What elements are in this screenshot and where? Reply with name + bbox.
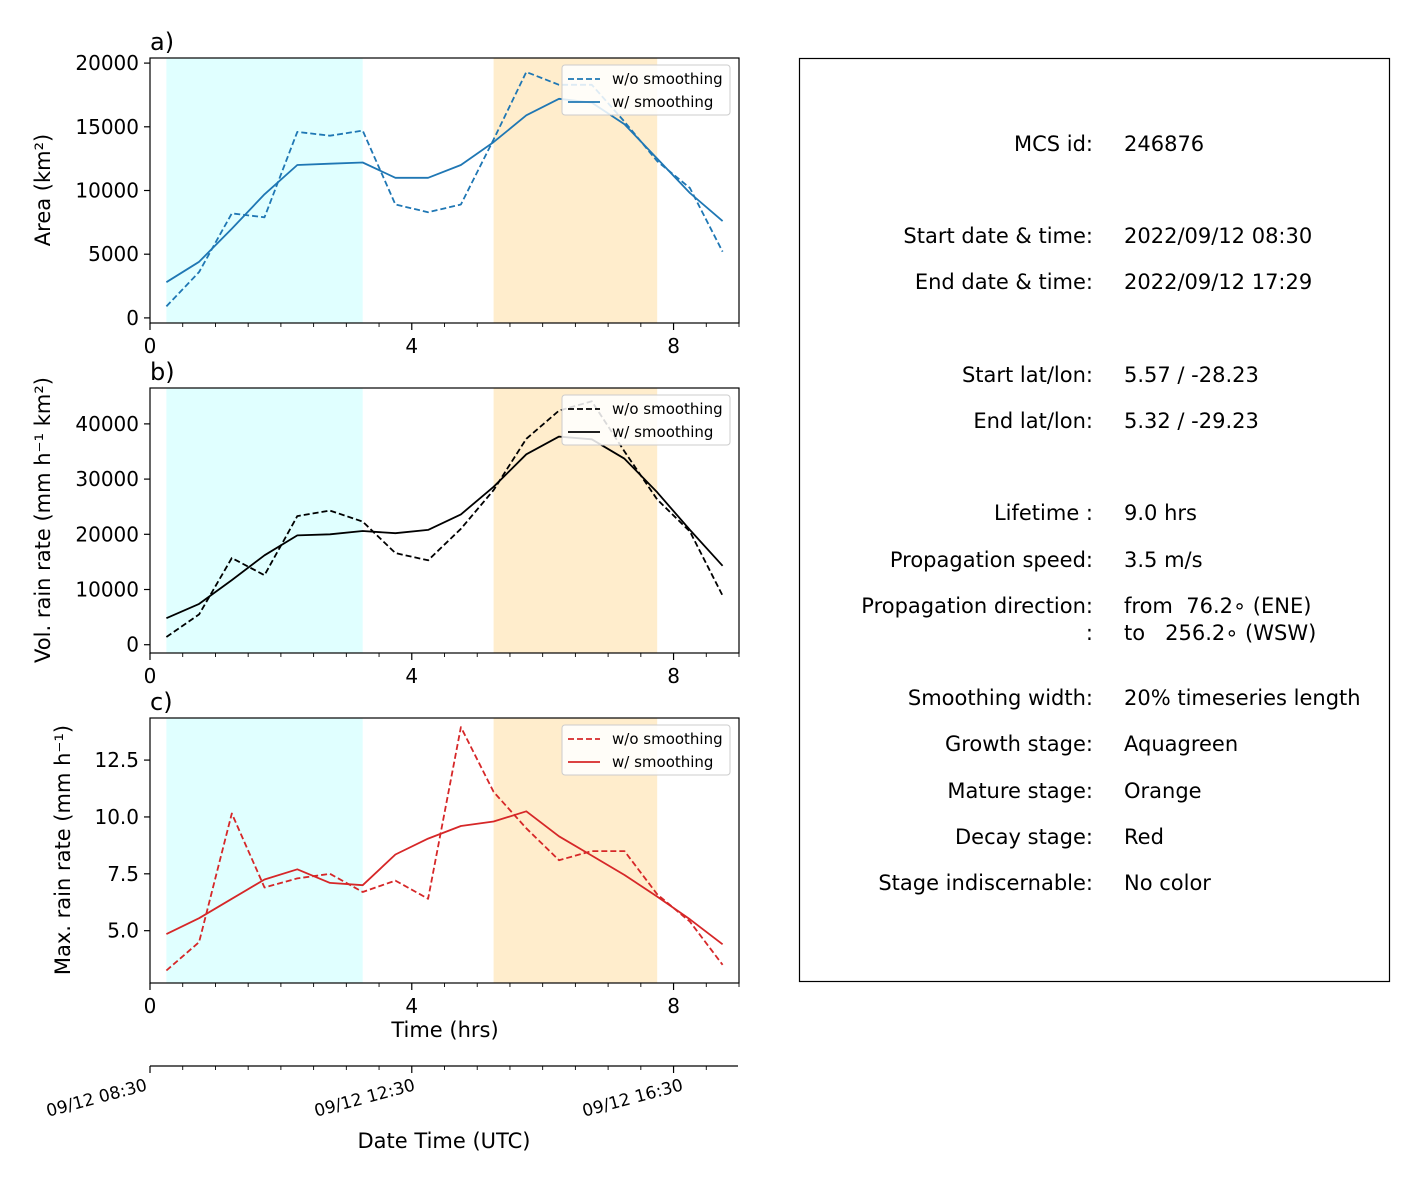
info-value-end-latlon: 5.32 / -29.23 (1124, 409, 1259, 433)
maxrain-line-unsmoothed (165, 726, 724, 972)
info-key-start-latlon: Start lat/lon: (962, 363, 1093, 387)
info-key-lifetime: Lifetime : (994, 501, 1093, 525)
volume-line-unsmoothed (165, 400, 724, 638)
area-ytick-label: 5000 (88, 242, 139, 266)
area-growth-stage-shade (166, 58, 363, 323)
info-key-growth: Growth stage: (945, 732, 1093, 756)
maxrain-legend-box (561, 724, 731, 776)
area-legend-label: w/ smoothing (612, 93, 713, 111)
panel-b-title: b) (150, 358, 175, 386)
maxrain-y-axis-label: Max. rain rate (mm h⁻¹) (51, 725, 75, 975)
info-value-indiscernable: No color (1124, 871, 1211, 895)
volume-ytick-label: 40000 (75, 412, 139, 436)
volume-ytick-label: 0 (126, 633, 139, 657)
maxrain-ytick-label: 7.5 (107, 862, 139, 886)
max-rain-panel: 5.0 7.5 10.0 12.5 0 4 8 Max. rain rate (mm h⁻¹)… (51, 717, 740, 1018)
panel-c-title: c) (150, 688, 173, 716)
x-axis-label-time: Time (hrs) (390, 1018, 498, 1042)
volume-line-smoothed (166, 435, 724, 620)
info-value-end-datetime: 2022/09/12 17:29 (1124, 270, 1312, 294)
info-value-decay: Red (1124, 825, 1164, 849)
info-key-decay: Decay stage: (955, 825, 1093, 849)
maxrain-growth-stage-shade (166, 718, 363, 983)
info-value-mature: Orange (1124, 779, 1202, 803)
volume-legend-label: w/o smoothing (612, 400, 723, 418)
maxrain-ytick-label: 10.0 (94, 805, 139, 829)
area-legend-box (561, 64, 731, 116)
maxrain-xtick-label: 4 (405, 994, 418, 1018)
area-xtick-label: 0 (144, 334, 157, 358)
info-key-end-latlon: End lat/lon: (973, 409, 1093, 433)
volume-ytick-label: 30000 (75, 467, 139, 491)
area-xtick-label: 4 (405, 334, 418, 358)
maxrain-xtick-label: 8 (667, 994, 680, 1018)
area-line-smoothed (165, 97, 724, 283)
info-box-frame (798, 57, 1391, 983)
area-ytick-label: 0 (126, 306, 139, 330)
volume-xtick-label: 8 (667, 664, 680, 688)
info-value-smoothing: 20% timeseries length (1124, 686, 1361, 710)
area-ytick-label: 10000 (75, 179, 139, 203)
info-value-direction: from 76.2∘ (ENE) (1124, 594, 1311, 618)
info-value-speed: 3.5 m/s (1124, 548, 1203, 572)
maxrain-line-smoothed (166, 810, 724, 946)
panel-a-title: a) (150, 28, 174, 56)
info-key-mcs-id: MCS id: (1014, 132, 1093, 156)
volume-ytick-label: 20000 (75, 522, 139, 546)
volume-ytick-label: 10000 (75, 578, 139, 602)
mcs-info-box: MCS id: 246876 Start date & time: 2022/0… (798, 57, 1391, 983)
info-value-direction-to: to 256.2∘ (WSW) (1124, 621, 1316, 645)
info-value-lifetime: 9.0 hrs (1124, 501, 1197, 525)
info-key-smoothing: Smoothing width: (908, 686, 1093, 710)
info-value-start-latlon: 5.57 / -28.23 (1124, 363, 1259, 387)
date-axis-label: Date Time (UTC) (358, 1129, 531, 1153)
maxrain-xtick-label: 0 (144, 994, 157, 1018)
maxrain-ytick-label: 5.0 (107, 919, 139, 943)
info-value-start-datetime: 2022/09/12 08:30 (1124, 224, 1312, 248)
volume-xtick-label: 4 (405, 664, 418, 688)
maxrain-ytick-label: 12.5 (94, 748, 139, 772)
volume-legend-label: w/ smoothing (612, 423, 713, 441)
area-line-unsmoothed (165, 71, 724, 308)
info-key-mature: Mature stage: (947, 779, 1093, 803)
date-time-axis (149, 1065, 738, 1073)
info-key-speed: Propagation speed: (890, 548, 1093, 572)
info-key-end-datetime: End date & time: (915, 270, 1093, 294)
info-key-direction: Propagation direction: (861, 594, 1093, 618)
area-panel: 0 5000 10000 15000 20000 0 4 8 Area (km²) w/o smo… (31, 51, 740, 358)
info-key-start-datetime: Start date & time: (903, 224, 1093, 248)
area-y-axis-label: Area (km²) (31, 134, 55, 246)
info-key-indiscernable: Stage indiscernable: (878, 871, 1093, 895)
maxrain-legend-label: w/o smoothing (612, 730, 723, 748)
area-legend-label: w/o smoothing (612, 70, 723, 88)
info-value-mcs-id: 246876 (1124, 132, 1204, 156)
volume-rain-panel: 0 10000 20000 30000 40000 0 4 8 Vol. rain rate (… (31, 377, 740, 688)
volume-growth-stage-shade (166, 388, 363, 653)
info-value-growth: Aquagreen (1124, 732, 1238, 756)
info-key-direction-to: : (1086, 621, 1093, 645)
volume-xtick-label: 0 (144, 664, 157, 688)
volume-y-axis-label: Vol. rain rate (mm h⁻¹ km²) (31, 377, 55, 663)
area-ytick-label: 15000 (75, 115, 139, 139)
maxrain-legend-label: w/ smoothing (612, 753, 713, 771)
area-ytick-label: 20000 (75, 51, 139, 75)
area-xtick-label: 8 (667, 334, 680, 358)
volume-legend-box (561, 394, 731, 446)
